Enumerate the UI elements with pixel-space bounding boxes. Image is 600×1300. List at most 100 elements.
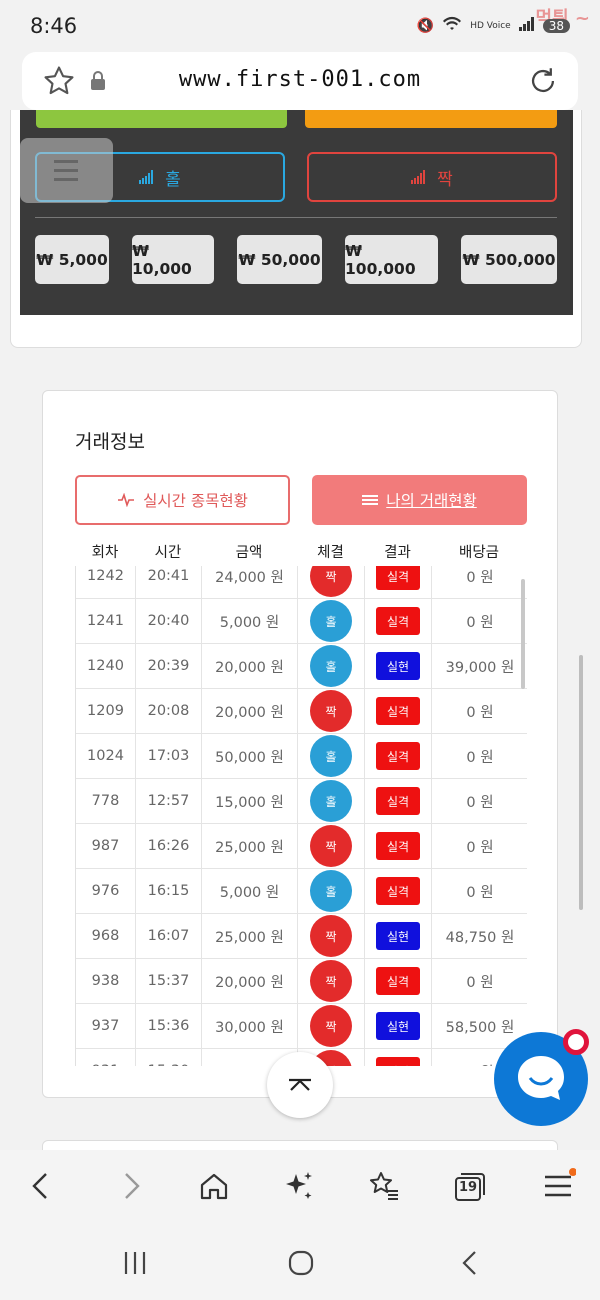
tab-count: 19 xyxy=(458,1180,478,1195)
pick-ball: 홀 xyxy=(310,780,352,822)
sparkle-icon[interactable] xyxy=(281,1168,317,1204)
cell-signal-icon xyxy=(518,17,535,35)
pick-ball: 짝 xyxy=(310,825,352,867)
pick-ball: 짝 xyxy=(310,690,352,732)
cell-round: 931 xyxy=(76,1048,136,1066)
signal-bars-icon xyxy=(411,170,426,184)
chip-50000-button[interactable]: ₩ 50,000 xyxy=(237,235,322,284)
col-amount: 금액 xyxy=(235,545,263,561)
cell-round: 987 xyxy=(76,823,136,869)
chip-10000-button[interactable]: ₩ 10,000 xyxy=(132,235,214,284)
cell-result: 실현 xyxy=(365,913,432,959)
url-text[interactable]: www.first-001.com xyxy=(178,67,422,92)
bet-even-label: 짝 xyxy=(437,169,453,190)
chip-500000-button[interactable]: ₩ 500,000 xyxy=(461,235,557,284)
green-strip xyxy=(36,110,287,128)
cell-result: 실격 xyxy=(365,823,432,869)
result-badge: 실현 xyxy=(376,922,420,950)
cell-result: 실격 xyxy=(365,778,432,824)
table-row: 938 15:37 20,000 원 짝 실격 0 원 xyxy=(76,958,527,1004)
bet-even-button[interactable]: 짝 xyxy=(307,152,557,202)
trade-info-title: 거래정보 xyxy=(75,431,145,453)
cell-round: 1024 xyxy=(76,733,136,779)
back-icon[interactable] xyxy=(24,1168,60,1204)
chevron-up-icon xyxy=(289,1078,311,1091)
hd-voice-label: HD Voice xyxy=(470,20,511,31)
cell-round: 1242 xyxy=(76,566,136,599)
cell-round: 1209 xyxy=(76,688,136,734)
cell-pick: 홀 xyxy=(298,733,365,779)
chip-100000-button[interactable]: ₩ 100,000 xyxy=(345,235,438,284)
cell-amount: 20,000 원 xyxy=(202,958,298,1004)
result-badge: 실격 xyxy=(376,742,420,770)
table-row: 937 15:36 30,000 원 짝 실현 58,500 원 xyxy=(76,1003,527,1049)
signal-bars-icon xyxy=(139,170,154,184)
table-scrollbar[interactable] xyxy=(521,579,525,689)
scroll-to-top-button[interactable] xyxy=(267,1052,333,1118)
result-badge: 실격 xyxy=(376,607,420,635)
pick-ball: 짝 xyxy=(310,960,352,1002)
page-scrollbar[interactable] xyxy=(579,655,583,910)
cell-time: 15:30 xyxy=(136,1048,202,1066)
result-badge: 실격 xyxy=(376,877,420,905)
wifi-icon xyxy=(442,16,462,36)
col-time: 시간 xyxy=(154,545,182,561)
cell-result: 실격 xyxy=(365,566,432,599)
tab-my-trades[interactable]: 나의 거래현황 xyxy=(312,475,527,525)
tab-live-status[interactable]: 실시간 종목현황 xyxy=(75,475,290,525)
menu-icon[interactable] xyxy=(20,138,113,203)
list-icon xyxy=(362,495,379,505)
star-icon[interactable] xyxy=(42,64,76,98)
table-row: 1240 20:39 20,000 원 홀 실현 39,000 원 xyxy=(76,643,527,689)
result-badge: 실격 xyxy=(376,967,420,995)
result-badge: 실격 xyxy=(376,566,420,590)
cell-payout: 48,750 원 xyxy=(445,929,515,946)
cell-pick: 짝 xyxy=(298,1003,365,1049)
cell-amount: 25,000 원 xyxy=(202,823,298,869)
bookmarks-icon[interactable] xyxy=(366,1168,402,1204)
chat-icon xyxy=(518,1056,564,1100)
orange-strip xyxy=(305,110,557,128)
col-result: 결과 xyxy=(384,545,411,561)
table-row: 987 16:26 25,000 원 짝 실격 0 원 xyxy=(76,823,527,869)
cell-amount: 25,000 원 xyxy=(202,913,298,959)
address-bar[interactable]: www.first-001.com xyxy=(22,52,578,110)
reload-icon[interactable] xyxy=(526,64,560,98)
cell-round: 778 xyxy=(76,778,136,824)
cell-payout: 0 원 xyxy=(466,569,494,586)
hamburger-icon[interactable] xyxy=(540,1168,576,1204)
cell-time: 20:41 xyxy=(136,566,202,599)
tab-live-label: 실시간 종목현황 xyxy=(143,492,248,510)
panel-divider xyxy=(35,217,557,218)
cell-amount: 24,000 원 xyxy=(202,566,298,599)
pick-ball: 홀 xyxy=(310,735,352,777)
pick-ball: 짝 xyxy=(310,1005,352,1047)
cell-round: 976 xyxy=(76,868,136,914)
cell-time: 17:03 xyxy=(136,733,202,779)
forward-icon[interactable] xyxy=(112,1168,148,1204)
cell-amount: 5,000 원 xyxy=(202,868,298,914)
home-icon[interactable] xyxy=(196,1168,232,1204)
mute-icon: 🔇 xyxy=(416,18,435,34)
pulse-icon xyxy=(118,493,135,507)
status-bar: 8:46 먹튀 ~ 🔇 HD Voice 38 xyxy=(0,0,600,52)
cell-pick: 짝 xyxy=(298,566,365,599)
cell-result: 실격 xyxy=(365,598,432,644)
tabs-icon[interactable]: 19 xyxy=(452,1170,488,1204)
table-header: 회차 시간 금액 체결 결과 배당금 xyxy=(75,541,527,569)
pick-ball: 짝 xyxy=(310,566,352,597)
system-back-icon[interactable] xyxy=(456,1248,486,1278)
cell-result: 실격 xyxy=(365,733,432,779)
chip-5000-button[interactable]: ₩ 5,000 xyxy=(35,235,109,284)
cell-round: 968 xyxy=(76,913,136,959)
home-circle-icon[interactable] xyxy=(286,1248,316,1278)
result-badge: 실현 xyxy=(376,652,420,680)
cell-round: 1241 xyxy=(76,598,136,644)
table-row: 976 16:15 5,000 원 홀 실격 0 원 xyxy=(76,868,527,914)
cell-pick: 짝 xyxy=(298,913,365,959)
cell-time: 16:26 xyxy=(136,823,202,869)
cell-pick: 짝 xyxy=(298,823,365,869)
cell-payout: 0 원 xyxy=(466,794,494,811)
recent-apps-icon[interactable] xyxy=(120,1248,150,1278)
